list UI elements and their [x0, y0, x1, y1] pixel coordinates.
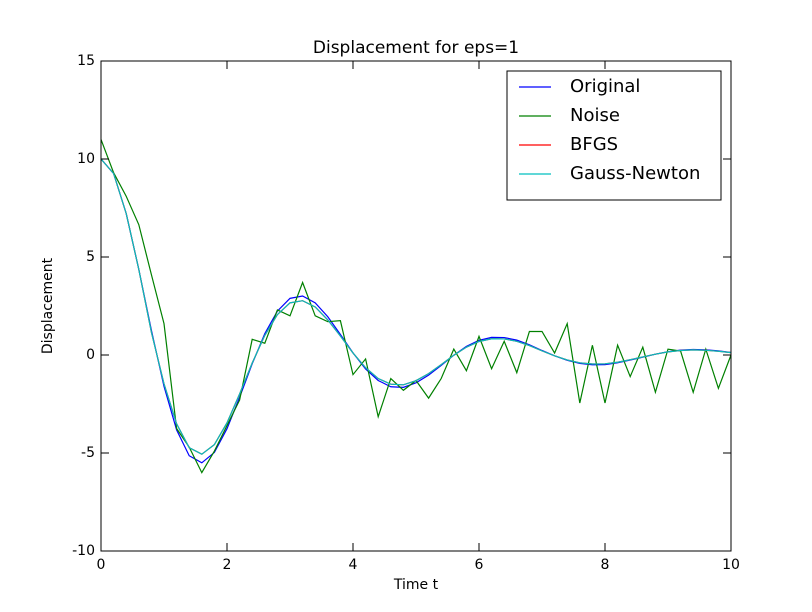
- chart-title: Displacement for eps=1: [313, 38, 519, 58]
- y-axis-label: Displacement: [40, 257, 56, 354]
- x-tick-label: 8: [601, 557, 610, 573]
- legend-label: BFGS: [570, 134, 618, 155]
- legend-label: Original: [570, 76, 640, 97]
- y-tick-label: 10: [77, 151, 95, 167]
- legend-label: Noise: [570, 105, 620, 126]
- y-tick-label: 5: [86, 249, 95, 265]
- legend-label: Gauss-Newton: [570, 163, 700, 184]
- x-axis-label: Time t: [393, 577, 439, 593]
- y-tick-label: -5: [81, 445, 95, 461]
- x-tick-label: 6: [475, 557, 484, 573]
- legend-box: [506, 70, 722, 201]
- x-tick-label: 4: [349, 557, 358, 573]
- y-tick-label: 15: [77, 53, 95, 69]
- x-tick-label: 10: [722, 557, 740, 573]
- y-tick-label: -10: [72, 543, 95, 559]
- series-line: [101, 158, 731, 455]
- y-tick-label: 0: [86, 347, 95, 363]
- x-tick-label: 2: [223, 557, 232, 573]
- x-tick-label: 0: [97, 557, 106, 573]
- plot-frame: [100, 60, 732, 552]
